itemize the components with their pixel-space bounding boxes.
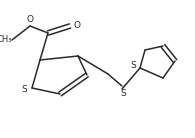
Text: O: O bbox=[74, 21, 81, 30]
Text: S: S bbox=[21, 86, 27, 95]
Text: S: S bbox=[130, 62, 136, 71]
Text: O: O bbox=[27, 15, 34, 25]
Text: S: S bbox=[120, 88, 126, 98]
Text: CH₃: CH₃ bbox=[0, 34, 12, 43]
